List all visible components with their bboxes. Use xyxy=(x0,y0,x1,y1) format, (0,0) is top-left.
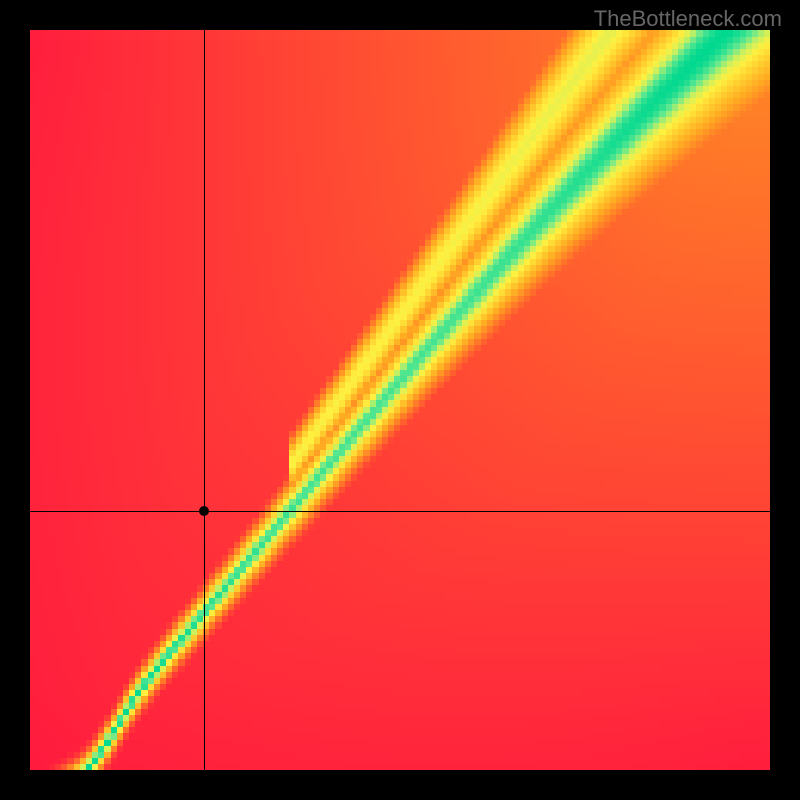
chart-container: TheBottleneck.com xyxy=(0,0,800,800)
crosshair-horizontal xyxy=(30,511,770,512)
crosshair-vertical xyxy=(204,30,205,770)
watermark-text: TheBottleneck.com xyxy=(594,6,782,32)
crosshair-marker xyxy=(199,506,209,516)
plot-area xyxy=(30,30,770,770)
heatmap-canvas xyxy=(30,30,770,770)
